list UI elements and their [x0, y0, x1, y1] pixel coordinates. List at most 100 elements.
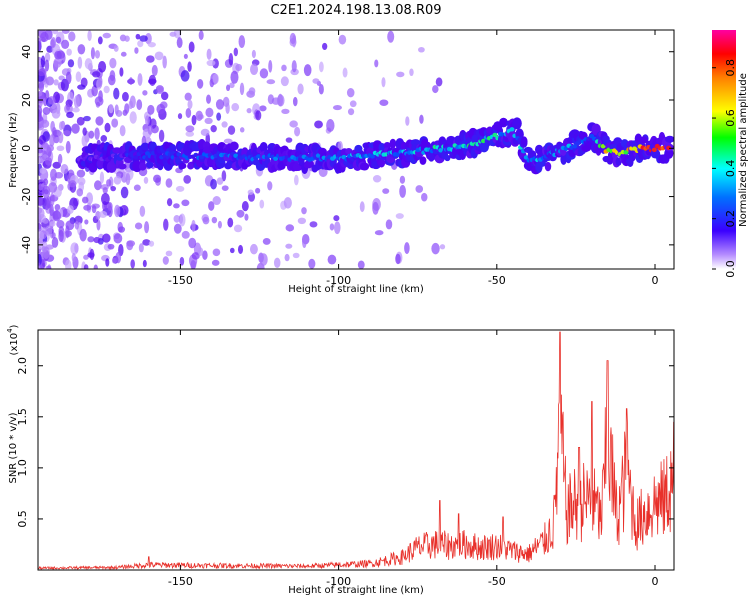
spectrum-blob	[102, 32, 111, 39]
spectrum-blob	[266, 79, 276, 85]
ridge-core-mark	[438, 148, 444, 153]
ridge-band-mark	[259, 141, 268, 153]
x-tick-label: -150	[168, 274, 193, 287]
y-tick-label: -20	[20, 188, 33, 206]
spectrum-blob	[318, 61, 324, 73]
spectrum-blob	[327, 254, 337, 265]
spectrum-blob	[94, 132, 100, 140]
spectrum-blob	[283, 197, 292, 209]
spectrum-blob	[125, 173, 131, 186]
spectrum-blob	[280, 76, 289, 87]
spectrum-blob	[142, 259, 147, 268]
spectrum-blob	[64, 259, 72, 269]
colorbar-tick-label: 0.4	[724, 160, 737, 178]
spectrum-blob	[49, 221, 56, 227]
spectrum-blob	[308, 258, 316, 269]
spectrum-blob	[100, 135, 108, 143]
spectrum-blob	[67, 59, 75, 68]
spectrum-blob	[108, 103, 114, 114]
y-tick-label: 20	[20, 93, 33, 107]
spectrum-blob	[418, 46, 425, 53]
spectrum-blob	[134, 47, 139, 54]
spectrum-blob	[137, 40, 144, 48]
y-tick-label: 40	[20, 45, 33, 59]
ridge-band-mark	[536, 160, 547, 168]
spectrum-blob	[114, 204, 121, 218]
spectrum-blob	[51, 237, 59, 248]
spectrum-blob	[333, 215, 340, 222]
spectrum-blob	[238, 35, 246, 48]
spectrum-blob	[137, 73, 143, 86]
spectrum-blob	[221, 185, 229, 191]
spectrogram-border	[37, 29, 675, 270]
spectrum-blob	[81, 134, 88, 148]
x-tick-label: -100	[326, 575, 351, 588]
ridge-band-mark	[383, 141, 391, 149]
spectrum-blob	[107, 243, 115, 250]
spectrum-blob	[144, 221, 150, 234]
spectrum-blob	[142, 90, 148, 96]
colorbar-label: Normalized spectral amplitude	[738, 73, 749, 227]
spectrum-blob	[338, 34, 347, 45]
spectrum-blob	[259, 253, 268, 266]
spectrum-blob	[359, 201, 365, 213]
spectrum-blob	[177, 113, 183, 120]
ridge-band-mark	[138, 162, 147, 171]
spectrum-blob	[136, 99, 143, 111]
spectrum-blob	[98, 210, 108, 218]
spectrum-blob	[180, 70, 190, 82]
spectrum-blob	[158, 129, 165, 143]
spectrum-blob	[183, 53, 188, 59]
spectrum-blob	[56, 145, 65, 152]
spectrum-blob	[212, 248, 221, 257]
spectrum-blob	[43, 178, 49, 186]
ridge-band-mark	[118, 163, 127, 170]
spectrum-blob	[75, 71, 82, 83]
spectrum-blob	[409, 68, 414, 77]
spectrum-blob	[273, 257, 281, 269]
spectrum-blob	[122, 91, 129, 102]
x-tick-label: -50	[488, 575, 506, 588]
spectrum-blob	[139, 205, 146, 217]
spectrum-blob	[165, 178, 173, 188]
spectrum-blob	[65, 140, 71, 154]
colorbar-tick-label: 0.2	[724, 210, 737, 228]
spectrum-blob	[332, 105, 342, 111]
spectrum-blob	[128, 77, 134, 85]
spectrum-blob	[90, 47, 95, 60]
spectrum-blob	[292, 252, 300, 259]
spectrum-blob	[405, 116, 410, 126]
spectrum-blob	[99, 171, 105, 184]
ridge-core-mark	[623, 150, 629, 155]
spectrum-blob	[166, 198, 173, 207]
spectrum-blob	[223, 138, 233, 144]
spectrum-blob	[210, 125, 217, 133]
spectrum-blob	[42, 106, 51, 115]
spectrum-blob	[309, 221, 318, 228]
spectrum-blob	[38, 196, 45, 206]
spectrum-blob	[93, 264, 98, 269]
y-tick-label: 1.5	[16, 408, 29, 426]
spectrum-blob	[230, 70, 239, 84]
spectrum-blob	[38, 91, 43, 97]
spectrum-blob	[404, 242, 410, 255]
spectrum-blob	[124, 103, 130, 114]
spectrum-blob	[239, 127, 245, 133]
spectrum-blob	[197, 78, 204, 89]
spectrogram-xlabel: Height of straight line (km)	[288, 284, 424, 295]
spectrum-blob	[165, 250, 173, 257]
spectrum-blob	[188, 41, 195, 53]
spectrum-blob	[38, 262, 42, 269]
spectrum-blob	[83, 115, 91, 122]
spectrum-blob	[60, 164, 69, 175]
ridge-core-mark	[509, 127, 515, 132]
spectrum-blob	[221, 170, 227, 182]
spectrum-blob	[109, 70, 116, 82]
spectrum-blob	[251, 49, 256, 59]
spectrum-blob	[57, 131, 64, 144]
spectrum-blob	[289, 120, 298, 128]
spectrum-blob	[227, 125, 236, 135]
ridge-band-mark	[419, 156, 427, 165]
spectrum-blob	[439, 244, 446, 250]
spectrum-blob	[381, 77, 386, 88]
